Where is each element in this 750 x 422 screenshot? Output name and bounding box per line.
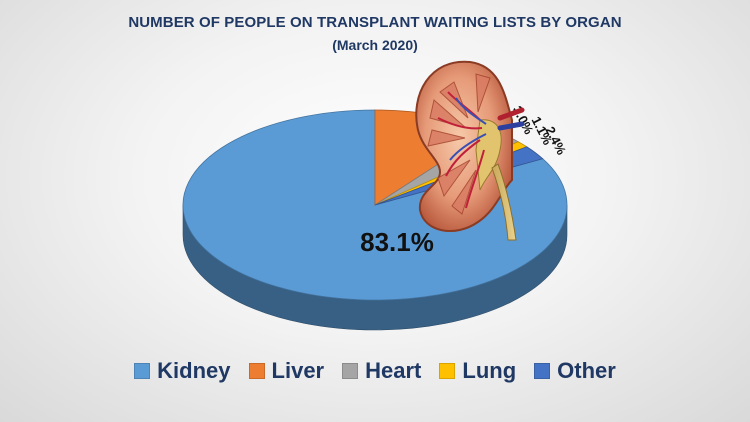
legend-label: Other — [557, 358, 616, 383]
legend-label: Kidney — [157, 358, 231, 383]
chart-subtitle: (March 2020) — [332, 37, 418, 53]
chart-legend: Kidney Liver Heart Lung Other — [0, 358, 750, 384]
legend-item-other: Other — [534, 358, 616, 384]
legend-label: Lung — [462, 358, 517, 383]
chart-title: NUMBER OF PEOPLE ON TRANSPLANT WAITING L… — [128, 14, 622, 31]
legend-label: Heart — [365, 358, 422, 383]
legend-item-kidney: Kidney — [134, 358, 231, 384]
legend-swatch — [439, 363, 456, 379]
legend-label: Liver — [271, 358, 325, 383]
legend-swatch — [534, 363, 551, 379]
kidney-illustration — [415, 60, 525, 241]
legend-swatch — [342, 363, 359, 379]
legend-item-heart: Heart — [342, 358, 421, 384]
legend-item-lung: Lung — [439, 358, 516, 384]
slice-label-kidney: 83.1% — [360, 227, 434, 257]
legend-item-liver: Liver — [248, 358, 325, 384]
legend-swatch — [134, 363, 151, 379]
legend-swatch — [248, 363, 265, 379]
